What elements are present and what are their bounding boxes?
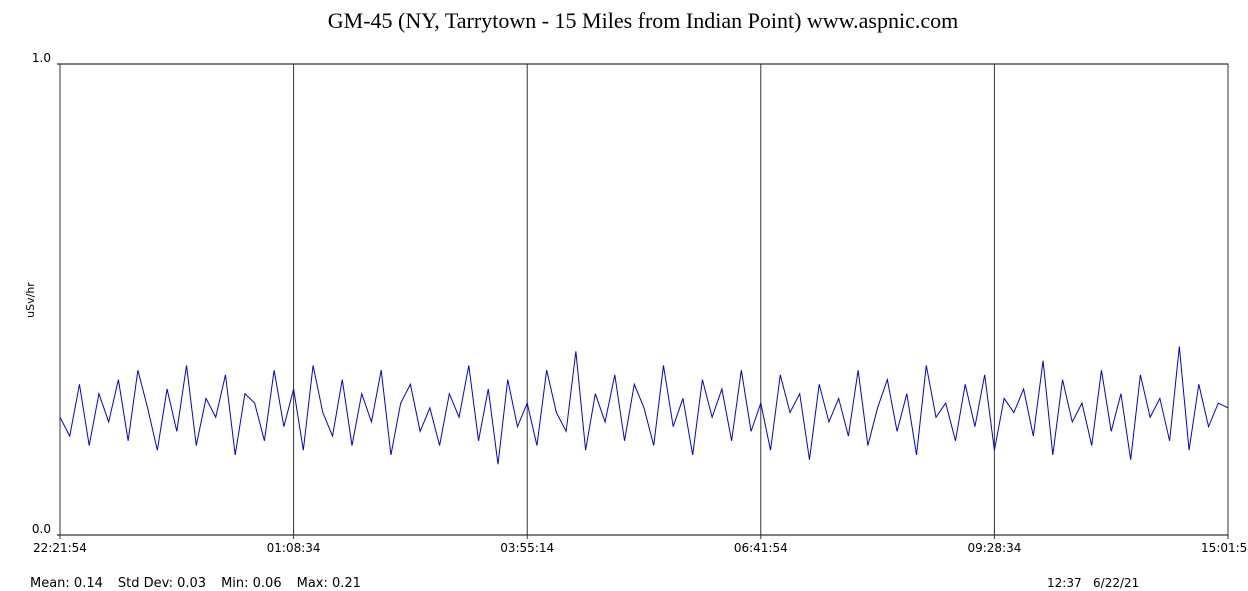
x-tick-label: 22:21:54: [33, 541, 87, 555]
x-tick-label: 15:01:54: [1201, 541, 1248, 555]
x-tick-label: 09:28:34: [967, 541, 1021, 555]
summary-stat: Std Dev: 0.03: [118, 576, 206, 591]
x-tick-label: 01:08:34: [267, 541, 321, 555]
summary-stat: Max: 0.21: [297, 576, 361, 591]
x-tick-label: 03:55:14: [500, 541, 554, 555]
y-tick-label: 0.0: [32, 522, 51, 536]
x-tick-label: 06:41:54: [734, 541, 788, 555]
plot-frame: [59, 63, 1229, 536]
y-axis-label: uSv/hr: [24, 282, 37, 318]
timestamp: 12:37 6/22/21: [1047, 576, 1139, 590]
y-tick-label: 1.0: [32, 51, 51, 65]
data-line: [59, 346, 1229, 465]
summary-stat: Min: 0.06: [221, 576, 282, 591]
summary-stat: Mean: 0.14: [30, 576, 103, 591]
chart-title: GM-45 (NY, Tarrytown - 15 Miles from Ind…: [328, 8, 958, 33]
